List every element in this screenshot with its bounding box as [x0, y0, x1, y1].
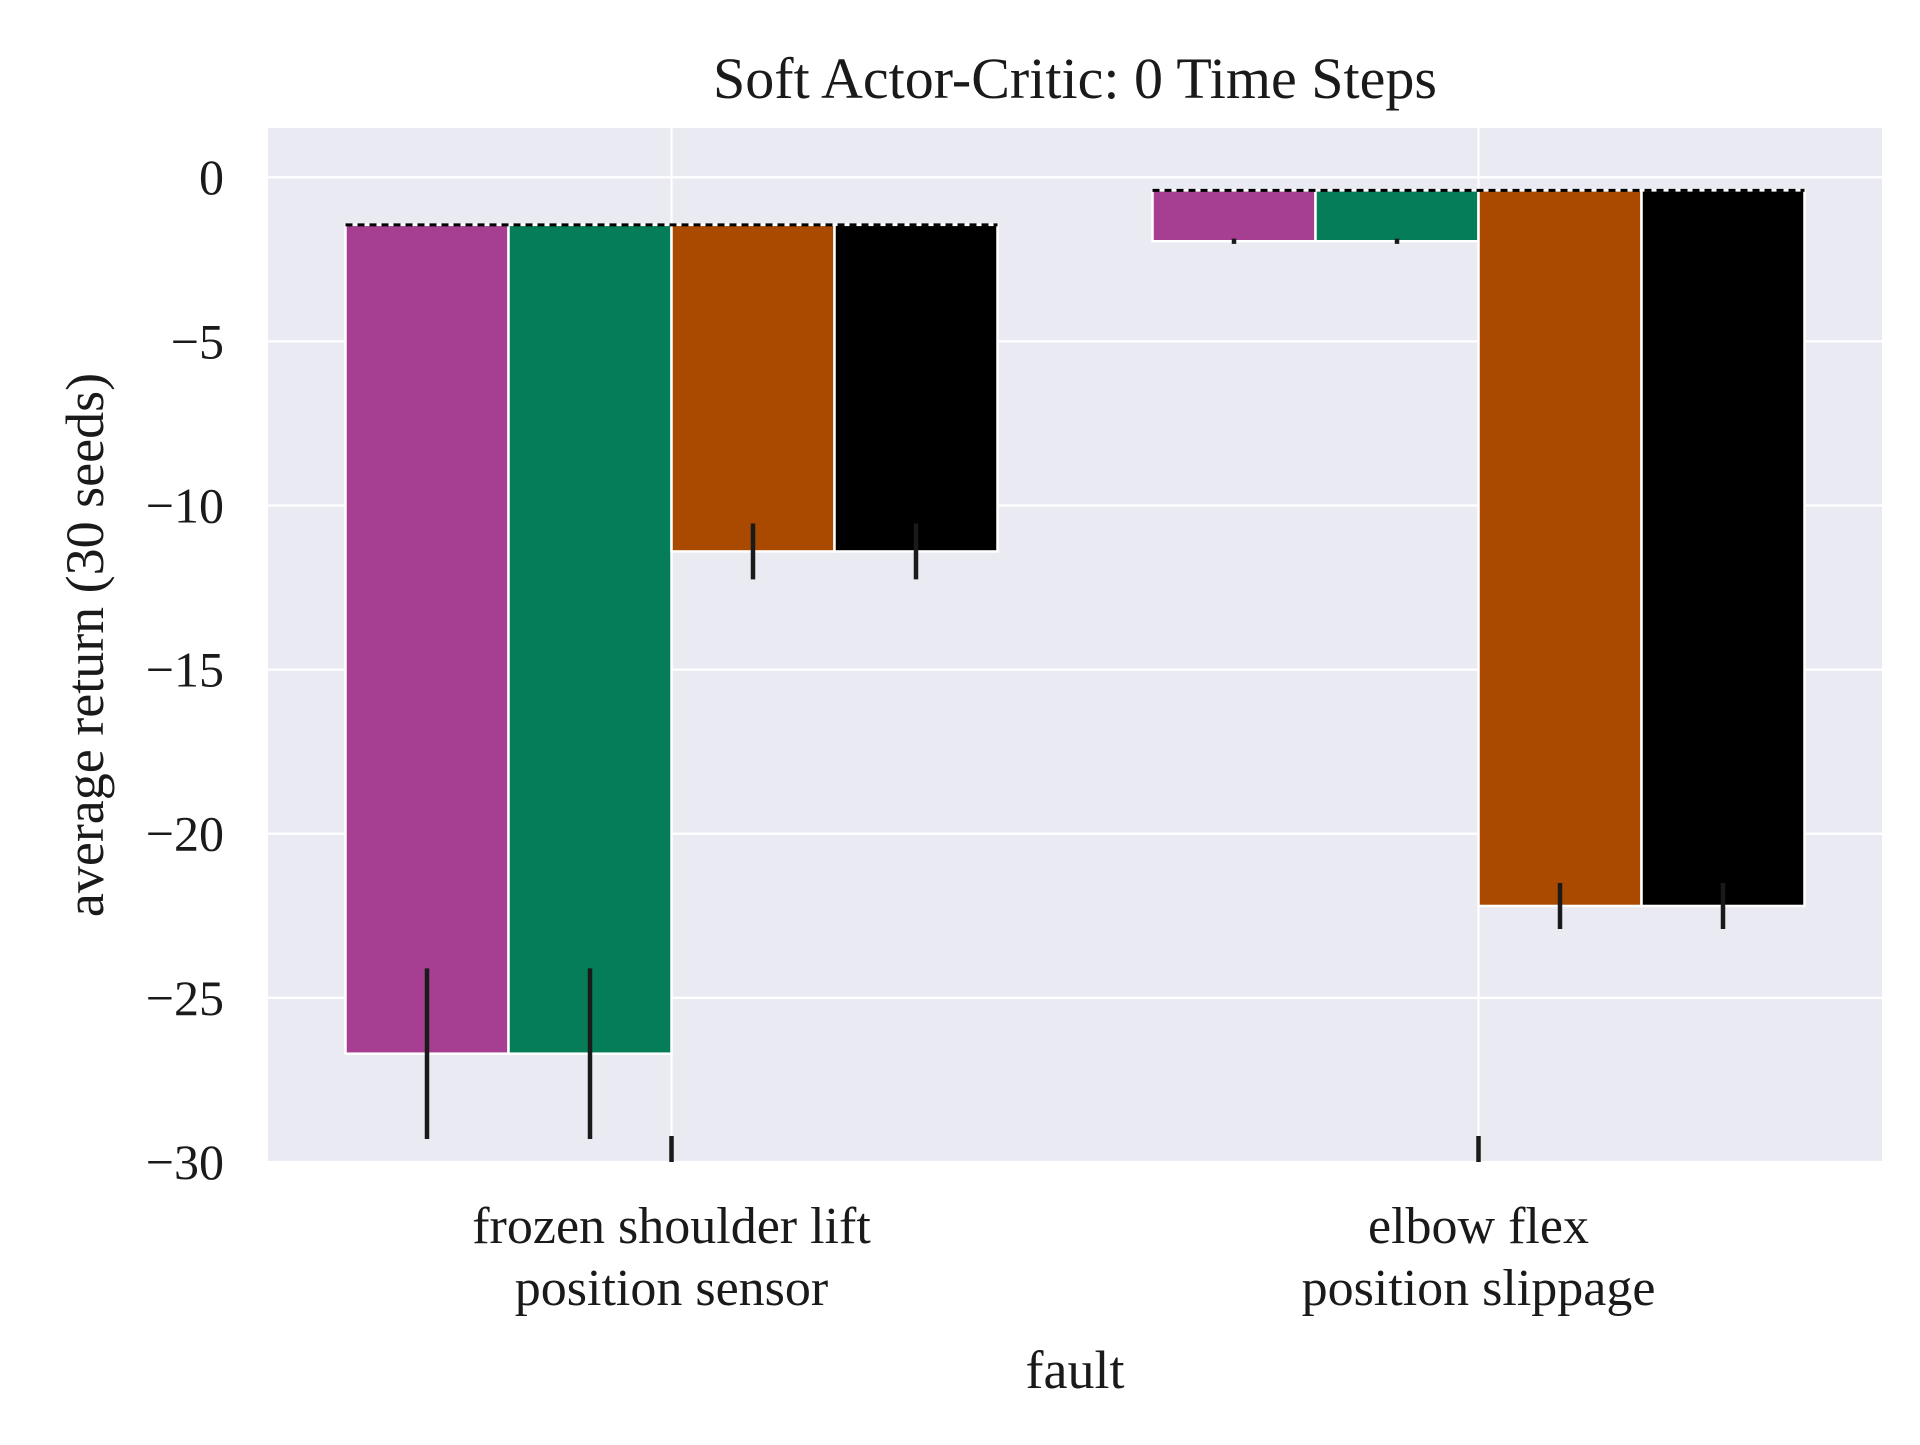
- chart-title: Soft Actor-Critic: 0 Time Steps: [713, 46, 1437, 111]
- y-tick-label: −5: [171, 313, 224, 369]
- bar-series-2-cat-2: [1314, 189, 1480, 243]
- y-tick-label: −25: [146, 970, 224, 1026]
- reference-lines: [345, 188, 1805, 227]
- error-bars: [424, 238, 1726, 1162]
- bar-series-3-cat-2: [1477, 189, 1643, 908]
- bar-series-4-cat-2: [1640, 189, 1806, 908]
- bars: [344, 189, 1806, 1055]
- x-tick-label: position sensor: [515, 1260, 828, 1317]
- bar-series-1-cat-2: [1151, 189, 1317, 243]
- bar-series-1-cat-1: [344, 223, 510, 1055]
- y-tick-label: 0: [199, 149, 224, 205]
- bar-series-4-cat-1: [833, 223, 999, 553]
- x-tick-label: frozen shoulder lift: [472, 1198, 871, 1255]
- x-tick-label: elbow flex: [1368, 1198, 1589, 1255]
- x-axis-label: fault: [1026, 1340, 1125, 1400]
- x-tick-label: position slippage: [1302, 1260, 1656, 1317]
- y-tick-label: −15: [146, 642, 224, 698]
- y-tick-label: −20: [146, 806, 224, 862]
- y-axis-label: average return (30 seeds): [55, 373, 115, 917]
- bar-series-3-cat-1: [670, 223, 836, 553]
- y-tick-label: −30: [146, 1134, 224, 1190]
- y-tick-label: −10: [146, 477, 224, 533]
- bar-series-2-cat-1: [507, 223, 673, 1055]
